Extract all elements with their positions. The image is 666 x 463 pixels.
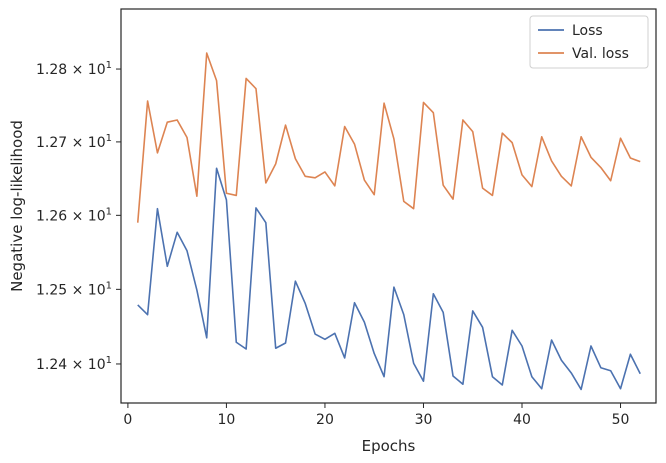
y-axis-label: Negative log-likelihood <box>8 120 26 292</box>
y-tick-label: 1.26 × 101 <box>36 206 112 224</box>
legend-box <box>529 15 649 69</box>
y-tick-label: 1.27 × 101 <box>36 133 112 151</box>
series-line-val-loss <box>136 52 641 223</box>
legend-label-val-loss: Val. loss <box>572 46 629 62</box>
legend-label-loss: Loss <box>572 23 603 39</box>
y-tick-label: 1.28 × 101 <box>36 60 112 78</box>
x-tick-label: 30 <box>415 412 433 428</box>
y-tick-label: 1.25 × 101 <box>36 280 112 298</box>
x-tick-label: 10 <box>218 412 236 428</box>
legend: Loss Val. loss <box>529 15 649 69</box>
y-tick-label: 1.24 × 101 <box>36 355 112 373</box>
plot-content <box>136 52 641 391</box>
x-tick-label: 0 <box>123 412 132 428</box>
x-tick-label: 40 <box>513 412 531 428</box>
x-axis-label: Epochs <box>362 437 416 455</box>
y-axis: 1.24 × 101 1.25 × 101 1.26 × 101 1.27 × 101… <box>36 60 121 373</box>
x-tick-label: 50 <box>612 412 630 428</box>
x-axis: 0 10 20 30 40 50 <box>123 403 629 428</box>
plot-frame <box>120 8 657 404</box>
x-tick-label: 20 <box>316 412 334 428</box>
series-line-loss <box>137 167 641 391</box>
